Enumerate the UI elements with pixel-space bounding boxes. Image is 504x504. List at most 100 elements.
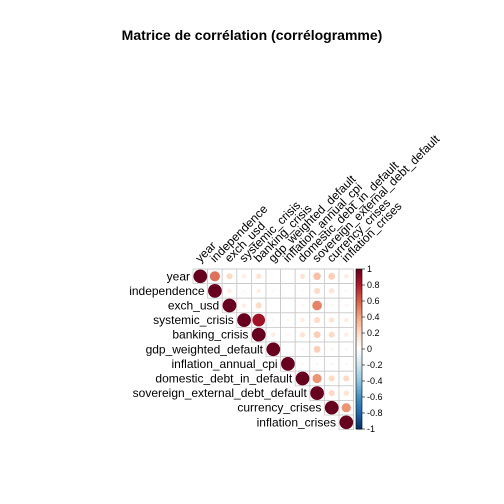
corr-circle-year-banking_crisis [256,273,262,279]
corr-circle-sovereign_external_debt_default-inflation_crises [343,390,349,396]
corr-circle-systemic_crisis-inflation_annual_cpi [286,318,290,322]
corr-circle-banking_crisis-inflation_crises [344,332,349,337]
corr-circle-gdp_weighted_default-currency_crises [330,347,334,351]
colorbar-segment [356,291,362,294]
corr-circle-exch_usd-domestic_debt_in_default [300,303,305,308]
corr-circle-gdp_weighted_default-sovereign_external_debt_default [313,345,321,353]
row-label-systemic_crisis: systemic_crisis [153,313,234,327]
colorbar-segment [356,269,362,272]
corr-circle-year-inflation_annual_cpi [286,275,289,278]
corr-circle-inflation_crises-inflation_crises [339,415,354,430]
colorbar-segment [356,317,362,320]
colorbar-segment [356,365,362,368]
colorbar-tick-label: 0.6 [367,296,380,306]
colorbar-segment [356,271,362,274]
corr-circle-exch_usd-sovereign_external_debt_default [312,300,322,311]
colorbar-tick-label: -0.2 [367,360,383,370]
colorbar-segment [356,295,362,298]
colorbar-segment [356,331,362,334]
colorbar-segment [356,405,362,408]
colorbar-segment [356,335,362,338]
colorbar-segment [356,403,362,406]
corr-circle-banking_crisis-sovereign_external_debt_default [313,331,321,339]
colorbar-tick-label: -0.4 [367,376,383,386]
corr-circle-domestic_debt_in_default-sovereign_external_debt_default [312,373,322,384]
colorbar-segment [356,383,362,386]
colorbar-segment [356,305,362,308]
colorbar-segment [356,421,362,424]
row-label-year: year [167,269,190,283]
colorbar-segment [356,389,362,392]
corr-circle-independence-sovereign_external_debt_default [314,287,321,294]
colorbar-segment [356,275,362,278]
corr-circle-banking_crisis-inflation_annual_cpi [286,333,290,337]
colorbar-segment [356,349,362,352]
colorbar-segment [356,347,362,350]
corr-circle-exch_usd-gdp_weighted_default [272,304,275,307]
colorbar-tick-label: 0 [367,344,372,354]
corr-circle-inflation_annual_cpi-currency_crises [330,362,334,366]
color-legend: 1 0.8 0.6 0.4 0.2 0 -0.2 -0.4 -0.6 -0.8 -1 [355,264,383,434]
corr-circle-year-domestic_debt_in_default [299,273,306,279]
colorbar-segment [356,363,362,366]
row-label-inflation_annual_cpi: inflation_annual_cpi [172,357,278,371]
row-label-exch_usd: exch_usd [168,299,219,313]
corr-circle-systemic_crisis-inflation_crises [344,317,349,323]
colorbar-segment [356,329,362,332]
colorbar-segment [356,399,362,402]
colorbar-segment [356,359,362,362]
corr-circle-currency_crises-currency_crises [324,400,339,415]
colorbar-segment [356,369,362,372]
colorbar-segment [356,395,362,398]
corr-circle-independence-domestic_debt_in_default [300,289,305,293]
corr-circle-gdp_weighted_default-domestic_debt_in_default [300,347,305,351]
colorbar-segment [356,361,362,364]
row-label-independence: independence [129,284,205,298]
corr-circle-year-year [193,269,208,284]
colorbar-segment [356,385,362,388]
colorbar-segment [356,311,362,314]
colorbar-tick-label: 1 [367,264,372,274]
corr-circle-exch_usd-systemic_crisis [241,303,247,308]
colorbar-segment [356,287,362,290]
corr-circle-year-gdp_weighted_default [272,275,275,278]
colorbar-segment [356,407,362,410]
colorbar-segment [356,297,362,300]
colorbar-segment [356,315,362,318]
corr-circle-systemic_crisis-sovereign_external_debt_default [314,317,321,324]
colorbar-segment [356,413,362,416]
corr-circle-independence-inflation_annual_cpi [286,289,289,292]
colorbar-tick-label: -0.6 [367,392,383,402]
colorbar-segment [356,417,362,420]
colorbar-segment [356,375,362,378]
colorbar-segment [356,281,362,284]
chart-title: Matrice de corrélation (corrélogramme) [121,27,383,43]
colorbar-segment [356,353,362,356]
corr-circle-gdp_weighted_default-inflation_crises [344,347,348,351]
corr-circle-banking_crisis-gdp_weighted_default [271,332,276,337]
corr-circle-systemic_crisis-gdp_weighted_default [271,318,275,322]
colorbar-segment [356,409,362,412]
colorbar-segment [356,303,362,306]
row-label-gdp_weighted_default: gdp_weighted_default [146,342,264,356]
colorbar-segment [356,343,362,346]
corr-circle-inflation_annual_cpi-sovereign_external_debt_default [315,362,319,366]
corr-circle-exch_usd-inflation_crises [344,303,348,308]
corr-circle-systemic_crisis-systemic_crisis [237,313,251,327]
colorbar-segment [356,341,362,344]
colorbar-segment [356,387,362,390]
colorbar-segment [356,277,362,280]
colorbar-segment [356,279,362,282]
colorbar-tick-label: 0.2 [367,328,380,338]
colorbar-segment [356,321,362,324]
corr-circle-inflation_annual_cpi-domestic_debt_in_default [300,362,305,366]
corr-circle-independence-independence [208,284,222,298]
colorbar-segment [356,377,362,380]
corr-circle-year-currency_crises [328,272,336,280]
colorbar-segment [356,371,362,374]
colorbar-segment [356,301,362,304]
corr-circle-independence-systemic_crisis [242,289,246,293]
colorbar-segment [356,327,362,330]
corr-circle-systemic_crisis-currency_crises [329,317,335,323]
